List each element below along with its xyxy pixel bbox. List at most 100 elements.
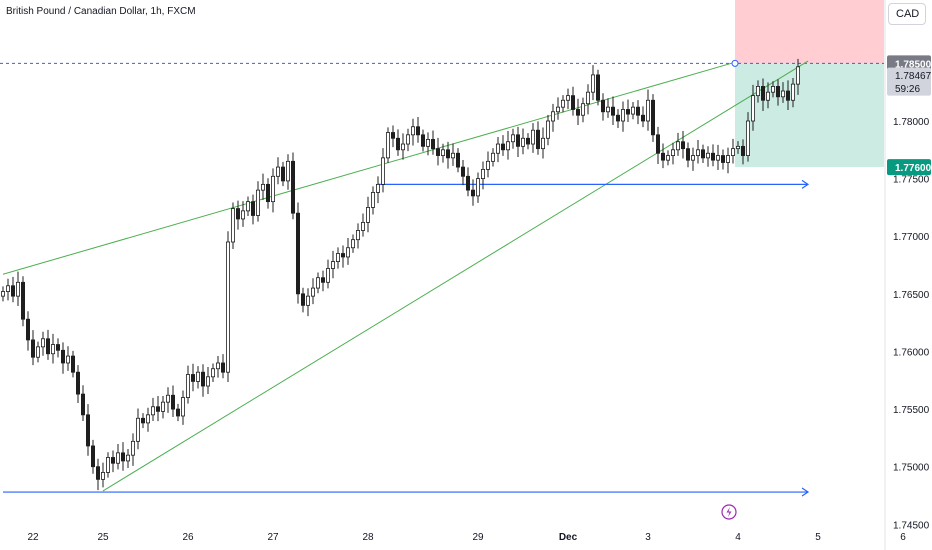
- candle-body: [430, 139, 435, 150]
- candle-body: [636, 106, 641, 116]
- current-price-label: 1.78467: [895, 71, 932, 82]
- price-tick-label: 1.78000: [893, 117, 930, 128]
- candle-body: [766, 91, 771, 101]
- candle-body: [410, 126, 415, 136]
- candle-body: [591, 74, 596, 93]
- candle-body: [701, 149, 706, 159]
- candle-body: [746, 120, 751, 156]
- candle-body: [160, 401, 165, 412]
- trend-line-1: [2, 62, 734, 275]
- candle-body: [56, 344, 61, 351]
- candle-body: [240, 210, 245, 220]
- candle-body: [10, 285, 15, 297]
- candle-body: [571, 95, 576, 110]
- candle-body: [711, 152, 716, 161]
- candle-body: [631, 106, 636, 115]
- candle-body: [101, 472, 106, 480]
- candle-body: [335, 253, 340, 262]
- candle-body: [126, 454, 131, 462]
- candle-body: [250, 201, 255, 216]
- stop-price-tag-bg: [887, 55, 931, 72]
- time-tick-label: 6: [900, 532, 906, 543]
- price-tick-label: 1.75500: [893, 405, 930, 416]
- candle-body: [611, 106, 616, 116]
- candle-body: [601, 99, 606, 113]
- candle-body: [305, 295, 310, 306]
- candle-body: [265, 183, 270, 203]
- candle-body: [375, 183, 380, 193]
- time-tick-label: Dec: [559, 532, 578, 543]
- candle-body: [676, 141, 681, 151]
- candle-body: [66, 355, 71, 364]
- candle-body: [796, 66, 801, 85]
- time-tick-label: 22: [27, 532, 39, 543]
- candle-body: [395, 137, 400, 151]
- time-axis[interactable]: 22 25 26 27 28 29 Dec 3 4 5 6: [27, 532, 906, 543]
- candle-body: [106, 457, 111, 473]
- position-zones: [735, 0, 884, 168]
- candle-body: [200, 371, 205, 387]
- candle-body: [736, 145, 741, 150]
- candle-body: [440, 149, 445, 156]
- currency-button[interactable]: CAD: [888, 3, 926, 25]
- candle-body: [495, 143, 500, 154]
- candle-body: [46, 338, 51, 355]
- candle-body: [111, 457, 116, 464]
- candle-body: [546, 120, 551, 139]
- entry-marker-icon: [731, 59, 739, 67]
- chart-title: British Pound / Canadian Dollar, 1h, FXC…: [6, 6, 196, 17]
- candle-body: [355, 230, 360, 241]
- candle-body: [385, 132, 390, 159]
- candle-body: [621, 109, 626, 122]
- candle-body: [761, 86, 766, 101]
- candle-body: [230, 208, 235, 243]
- price-axis[interactable]: 1.74500 1.75000 1.75500 1.76000 1.76500 1.770…: [884, 0, 930, 550]
- candle-body: [415, 126, 420, 136]
- candle-body: [15, 281, 20, 297]
- candle-body: [25, 318, 30, 341]
- candle-body: [6, 285, 11, 292]
- candle-body: [340, 253, 345, 258]
- target-zone: [735, 63, 884, 168]
- candle-body: [521, 137, 526, 147]
- candle-body: [606, 106, 611, 113]
- candle-body: [140, 417, 145, 424]
- candle-body: [41, 338, 46, 348]
- time-tick-label: 26: [182, 532, 194, 543]
- candle-body: [300, 293, 305, 306]
- candle-body: [706, 152, 711, 159]
- candle-body: [290, 160, 295, 214]
- candle-body: [96, 466, 101, 480]
- candle-body: [345, 247, 350, 258]
- candle-body: [245, 201, 250, 212]
- time-tick-label: 3: [645, 532, 651, 543]
- candle-body: [756, 86, 761, 97]
- candle-body: [666, 155, 671, 161]
- candle-body: [781, 90, 786, 98]
- candle-body: [716, 155, 721, 161]
- candle-body: [561, 99, 566, 108]
- candle-body: [741, 145, 746, 156]
- price-tick-label: 1.76500: [893, 290, 930, 301]
- drawing-lines[interactable]: [0, 60, 884, 497]
- candle-body: [681, 141, 686, 150]
- candle-body: [71, 355, 76, 373]
- candle-body: [626, 109, 631, 115]
- candle-body: [425, 139, 430, 147]
- candle-body: [310, 287, 315, 297]
- candle-body: [576, 109, 581, 116]
- target-price-tag-label: 1.77600: [895, 163, 932, 174]
- misc-icons: [721, 59, 739, 520]
- candle-body: [435, 148, 440, 156]
- candle-body: [566, 95, 571, 101]
- time-tick-label: 27: [267, 532, 279, 543]
- current-price-tag-bg: [887, 67, 931, 96]
- candle-body: [295, 212, 300, 295]
- time-tick-label: 28: [362, 532, 374, 543]
- countdown-label: 59:26: [895, 84, 920, 95]
- candle-body: [30, 339, 35, 358]
- candle-body: [651, 99, 656, 136]
- candle-body: [20, 281, 25, 320]
